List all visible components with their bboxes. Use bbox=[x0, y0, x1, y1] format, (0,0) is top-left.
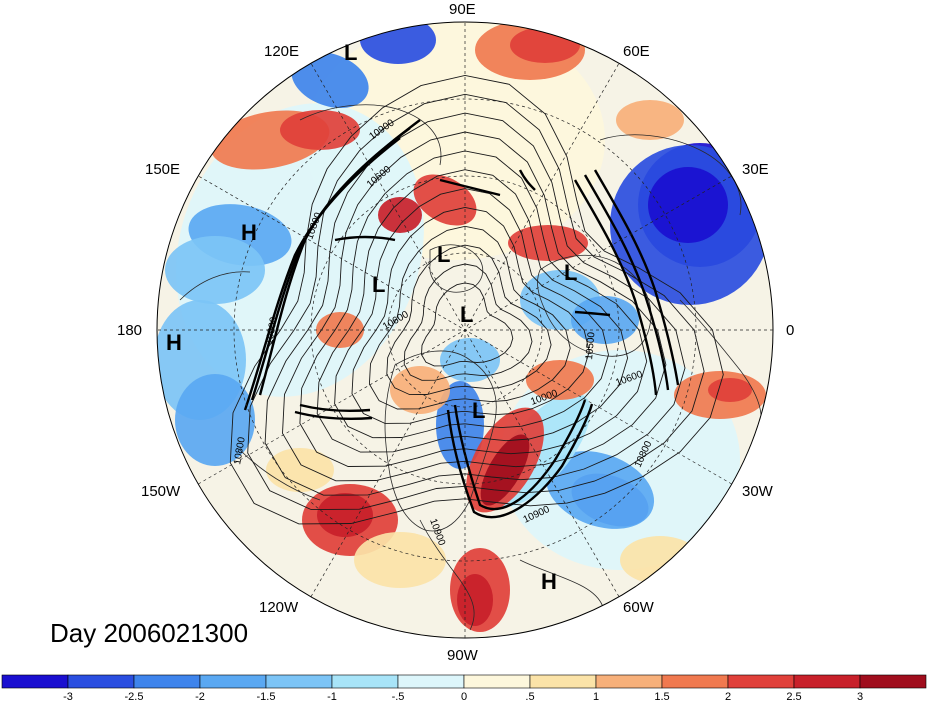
anomaly-patch bbox=[390, 366, 450, 414]
colorbar-tick-label: 0 bbox=[461, 691, 467, 702]
colorbar-tick-label: -2.5 bbox=[125, 691, 144, 702]
height-contour-line bbox=[316, 169, 629, 453]
contour-label: 10800 bbox=[232, 436, 248, 466]
anomaly-patch bbox=[175, 374, 255, 466]
anomaly-patch bbox=[508, 225, 588, 261]
lon-label-90w: 90W bbox=[447, 647, 479, 664]
lon-label-120w: 120W bbox=[259, 599, 299, 616]
colorbar-segment bbox=[859, 674, 927, 689]
height-contour-line bbox=[299, 150, 648, 467]
anomaly-patch bbox=[457, 574, 493, 626]
colorbar-tick-label: 2.5 bbox=[786, 691, 801, 702]
low-pressure-label: L bbox=[460, 302, 473, 327]
high-pressure-label: H bbox=[166, 330, 182, 355]
height-contour-line bbox=[386, 244, 552, 396]
anomaly-patch bbox=[413, 174, 477, 226]
colorbar-tick-label: -2 bbox=[195, 691, 205, 702]
coastlines bbox=[179, 104, 762, 631]
low-pressure-label: L bbox=[472, 398, 485, 423]
colorbar-tick-label: -.5 bbox=[392, 691, 405, 702]
colorbar-segment bbox=[397, 674, 465, 689]
height-contour-line bbox=[247, 93, 705, 511]
high-pressure-label: H bbox=[241, 220, 257, 245]
anomaly-patch bbox=[354, 532, 446, 588]
anomaly-patch bbox=[291, 51, 369, 109]
anomaly-patch bbox=[620, 536, 700, 584]
colorbar-tick-label: 1.5 bbox=[654, 691, 669, 702]
lon-label-60w: 60W bbox=[623, 599, 655, 616]
longitude-labels: 90E 60E 30E 0 30W 60W 90W 120W 150W 180 … bbox=[117, 1, 794, 664]
latitude-circle bbox=[233, 98, 697, 562]
lon-label-30e: 30E bbox=[742, 161, 769, 178]
latitude-circle bbox=[387, 252, 543, 408]
colorbar-segment bbox=[727, 674, 795, 689]
colorbar-segment bbox=[67, 674, 135, 689]
colorbar-segment bbox=[265, 674, 333, 689]
lon-label-30w: 30W bbox=[742, 483, 774, 500]
height-contour-line bbox=[368, 225, 571, 410]
contour-label: 10900 bbox=[264, 316, 280, 346]
anomaly-patch bbox=[708, 378, 752, 402]
graticule bbox=[157, 22, 773, 638]
anomaly-patch bbox=[360, 22, 436, 64]
pressure-systems: L L L L L L L H H H bbox=[166, 40, 577, 594]
colorbar-segment bbox=[133, 674, 201, 689]
lon-label-150w: 150W bbox=[141, 483, 181, 500]
lon-label-180: 180 bbox=[117, 322, 142, 339]
lon-label-150e: 150E bbox=[145, 161, 180, 178]
anomaly-patch bbox=[648, 167, 728, 243]
low-pressure-label: L bbox=[372, 272, 385, 297]
anomaly-patch bbox=[266, 448, 334, 492]
colorbar-segment bbox=[595, 674, 663, 689]
colorbar-tick-label: -1.5 bbox=[257, 691, 276, 702]
anomaly-patch bbox=[526, 360, 594, 400]
contour-label: 10500 bbox=[584, 331, 597, 360]
high-pressure-label: H bbox=[541, 569, 557, 594]
anomaly-patch bbox=[165, 236, 265, 304]
lon-label-0: 0 bbox=[786, 322, 794, 339]
anomaly-patch bbox=[545, 451, 655, 529]
anomaly-patch bbox=[317, 493, 373, 537]
lon-label-120e: 120E bbox=[264, 43, 299, 60]
colorbar-tick-label: .5 bbox=[525, 691, 534, 702]
colorbar-segment bbox=[1, 674, 69, 689]
anomaly-patch bbox=[378, 197, 422, 233]
jet-contours bbox=[243, 119, 680, 519]
anomaly-patch bbox=[436, 381, 484, 469]
date-title: Day 2006021300 bbox=[50, 618, 249, 648]
latitude-circle bbox=[310, 175, 620, 485]
colorbar-segment bbox=[793, 674, 861, 689]
anomaly-patch bbox=[480, 434, 530, 506]
colorbar-tick-label: 2 bbox=[725, 691, 731, 702]
anomaly-patch bbox=[571, 296, 639, 344]
colorbar-tick-label: 3 bbox=[857, 691, 863, 702]
low-pressure-label: L bbox=[564, 260, 577, 285]
lon-label-60e: 60E bbox=[623, 43, 650, 60]
low-pressure-label: L bbox=[437, 242, 450, 267]
anomaly-shading bbox=[157, 22, 770, 632]
lon-label-90e: 90E bbox=[449, 1, 476, 18]
anomaly-patch bbox=[616, 100, 684, 140]
low-pressure-label: L bbox=[344, 40, 357, 65]
colorbar-tick-label: -1 bbox=[327, 691, 337, 702]
colorbar: -3 -2.5 -2 -1.5 -1 -.5 0 .5 1 1.5 2 2.5 3 bbox=[1, 674, 927, 702]
anomaly-patch bbox=[280, 110, 360, 150]
colorbar-segment bbox=[463, 674, 531, 689]
colorbar-tick-label: -3 bbox=[63, 691, 73, 702]
colorbar-segment bbox=[331, 674, 399, 689]
colorbar-tick-label: 1 bbox=[593, 691, 599, 702]
colorbar-segment bbox=[199, 674, 267, 689]
colorbar-segment bbox=[661, 674, 729, 689]
colorbar-segment bbox=[529, 674, 597, 689]
meridian-line bbox=[198, 175, 732, 485]
